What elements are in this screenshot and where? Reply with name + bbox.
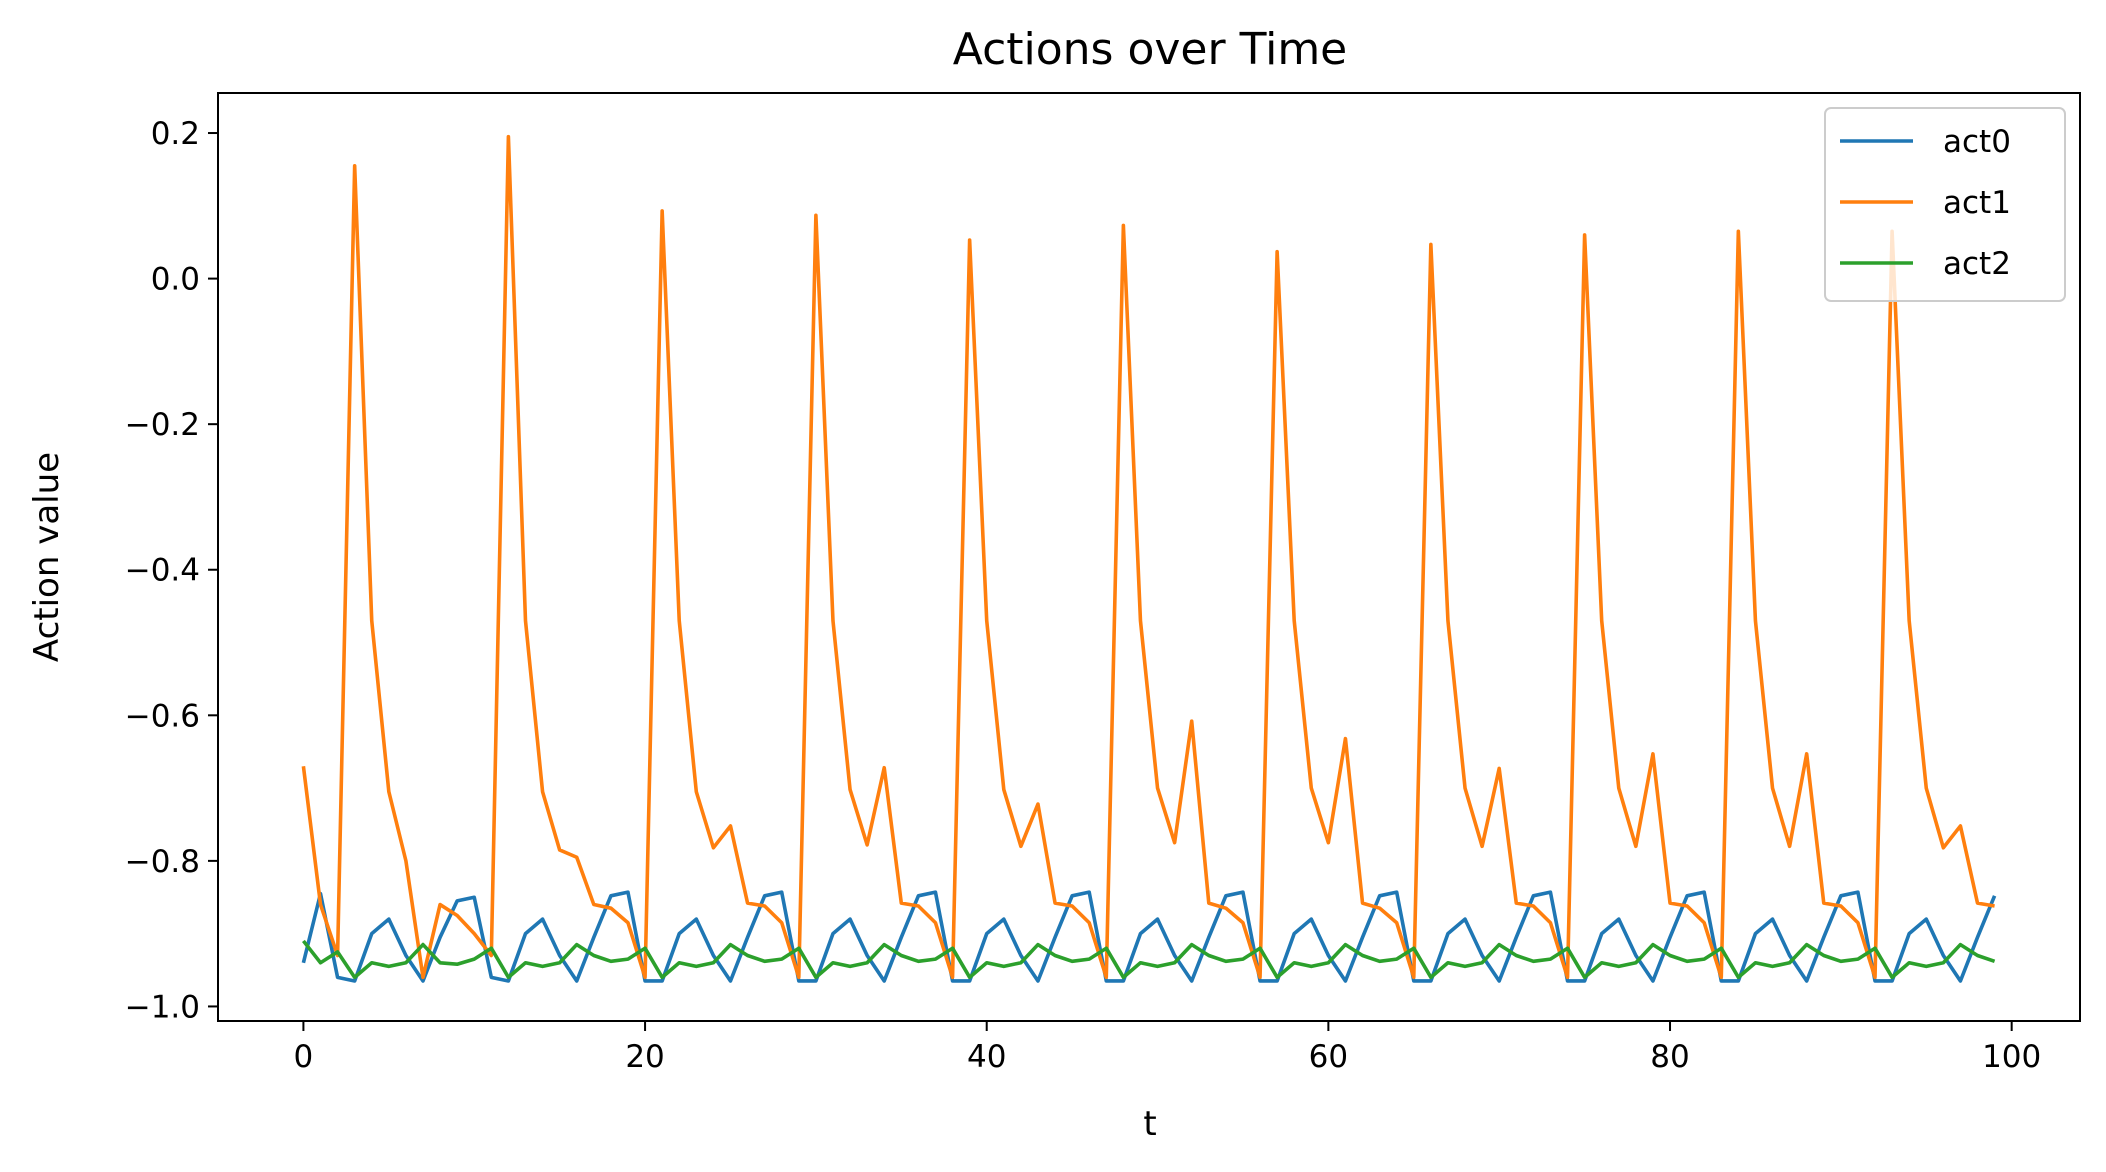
chart-title: Actions over Time [953, 24, 1348, 75]
y-tick-label: 0.0 [151, 262, 200, 298]
series-line-act1 [301, 134, 1995, 980]
legend: act0 act1 act2 [1824, 107, 2066, 302]
x-axis-label: t [1143, 1104, 1156, 1144]
y-tick-label: −0.2 [125, 407, 200, 443]
axes-frame [217, 92, 2081, 1022]
legend-label-act0: act0 [1943, 124, 2011, 160]
x-tick-label: 40 [967, 1039, 1006, 1075]
x-tick-label: 0 [294, 1039, 314, 1075]
legend-label-act1: act1 [1943, 185, 2011, 221]
y-tick-label: −0.6 [125, 698, 200, 734]
legend-label-act2: act2 [1943, 246, 2011, 282]
plot-area: 0 20 40 60 80 100 0.2 0.0 −0.2 −0.4 −0.6 −0.8 −1.0 [125, 92, 2081, 1075]
y-tick-label: −0.4 [125, 553, 200, 589]
series-line-act2 [301, 939, 1996, 980]
x-tick-label: 100 [1982, 1039, 2041, 1075]
x-axis: 0 20 40 60 80 100 [294, 1021, 2041, 1075]
series-line-act0 [301, 890, 1997, 983]
series-layer [301, 134, 1997, 983]
x-tick-label: 20 [625, 1039, 664, 1075]
y-tick-label: −0.8 [125, 844, 200, 880]
y-axis-label: Action value [27, 452, 67, 662]
x-tick-label: 80 [1650, 1039, 1689, 1075]
y-axis: 0.2 0.0 −0.2 −0.4 −0.6 −0.8 −1.0 [125, 116, 218, 1025]
y-tick-label: −1.0 [125, 989, 200, 1025]
y-tick-label: 0.2 [151, 116, 200, 152]
x-tick-label: 60 [1309, 1039, 1348, 1075]
legend-box [1824, 107, 2066, 302]
